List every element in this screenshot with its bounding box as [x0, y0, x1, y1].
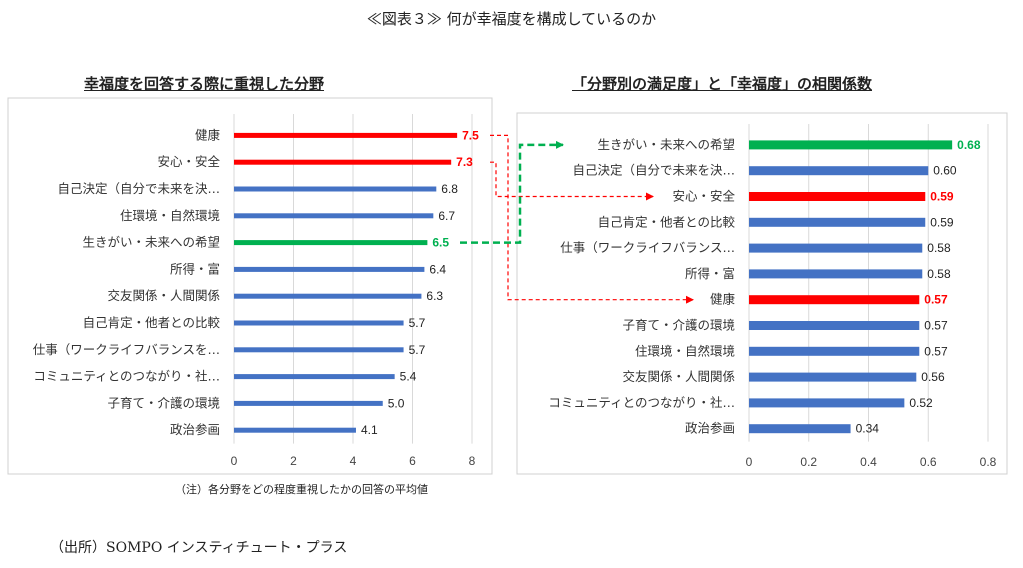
left-category-label: 安心・安全 [157, 154, 220, 169]
right-category-label: 住環境・自然環境 [635, 343, 735, 358]
right-bar [749, 269, 923, 279]
left-bar [234, 320, 404, 326]
left-data-label: 7.5 [462, 128, 479, 142]
right-data-label: 0.56 [921, 370, 945, 384]
right-chart-frame [516, 112, 1008, 475]
left-chart-frame [7, 97, 493, 475]
left-category-label: コミュニティとのつながり・社… [33, 369, 220, 384]
right-bar [749, 346, 920, 356]
left-category-label: 健康 [195, 127, 221, 142]
left-category-label: 子育て・介護の環境 [107, 395, 220, 410]
right-x-tick-label: 0 [746, 455, 753, 469]
right-category-label: 政治参画 [685, 421, 735, 436]
chart-note: （注）各分野をどの程度重視したかの回答の平均値 [175, 483, 428, 496]
right-bar [749, 295, 920, 305]
safety-connector-arrow [490, 161, 654, 201]
left-x-tick-label: 8 [469, 454, 476, 468]
right-data-label: 0.34 [856, 422, 880, 436]
left-data-label: 5.7 [409, 316, 426, 330]
left-chart: 0 2 4 6 8 健康 7.5 安心・安全 7.3 自己決定（自分で未来を決… 6.8 住環境・自然… [33, 114, 479, 468]
left-bar [234, 186, 437, 192]
right-category-label: 自己肯定・他者との比較 [598, 214, 736, 229]
connector-arrows [460, 134, 694, 304]
left-bar [234, 132, 458, 138]
right-data-label: 0.57 [924, 293, 948, 307]
left-category-label: 仕事（ワークライフバランスを… [33, 342, 220, 357]
left-bar [234, 266, 425, 272]
left-x-tick-label: 6 [409, 454, 416, 468]
right-x-tick-label: 0.6 [920, 455, 937, 469]
left-x-tick-label: 0 [231, 454, 238, 468]
right-category-label: 生きがい・未来への希望 [597, 137, 735, 152]
right-data-label: 0.57 [924, 344, 948, 358]
right-x-tick-label: 0.4 [860, 455, 877, 469]
right-bar [749, 398, 905, 408]
right-chart: 0 0.2 0.4 0.6 0.8 生きがい・未来への希望 0.68 自己決定（自分で未来を決… [548, 124, 997, 469]
left-category-label: 交友関係・人間関係 [107, 288, 220, 303]
right-category-label: 所得・富 [685, 266, 735, 281]
right-bar [749, 166, 929, 176]
right-data-label: 0.58 [927, 241, 951, 255]
left-data-label: 6.4 [429, 262, 446, 276]
left-bar [234, 347, 404, 353]
left-data-label: 6.5 [432, 236, 449, 250]
right-bar [749, 321, 920, 330]
right-data-label: 0.59 [930, 215, 954, 229]
right-bar [749, 192, 926, 201]
left-category-label: 住環境・自然環境 [120, 208, 220, 223]
left-category-label: 自己決定（自分で未来を決… [57, 181, 220, 196]
right-x-tick-label: 0.8 [980, 455, 997, 469]
source-credit: （出所）SOMPO インスティチュート・プラス [50, 540, 348, 556]
right-data-label: 0.58 [927, 267, 951, 281]
right-data-label: 0.60 [933, 164, 957, 178]
left-data-label: 7.3 [456, 155, 473, 169]
left-category-label: 生きがい・未来への希望 [82, 235, 220, 250]
right-data-label: 0.57 [924, 319, 948, 333]
left-category-label: 政治参画 [170, 422, 220, 437]
left-bar [234, 159, 452, 165]
hope-connector-arrow [460, 140, 564, 244]
right-category-label: 仕事（ワークライフバランス… [560, 240, 735, 255]
left-bar [234, 427, 356, 433]
figure-title: ≪図表３≫ 何が幸福度を構成しているのか [366, 10, 657, 28]
left-data-label: 5.0 [388, 396, 405, 410]
left-x-tick-label: 2 [290, 454, 297, 468]
right-bar [749, 372, 917, 382]
left-data-label: 6.3 [426, 289, 443, 303]
right-category-label: 交友関係・人間関係 [622, 369, 735, 384]
right-x-tick-label: 0.2 [800, 455, 817, 469]
left-data-label: 4.1 [361, 423, 378, 437]
right-category-label: 安心・安全 [672, 189, 735, 204]
right-category-label: 子育て・介護の環境 [622, 318, 735, 333]
left-x-tick-label: 4 [350, 454, 357, 468]
left-chart-title: 幸福度を回答する際に重視した分野 [84, 75, 325, 93]
left-category-label: 自己肯定・他者との比較 [83, 315, 221, 330]
left-data-label: 5.7 [409, 343, 426, 357]
left-bar [234, 240, 428, 246]
right-data-label: 0.68 [957, 138, 981, 152]
right-bar [749, 140, 953, 150]
right-category-label: 自己決定（自分で未来を決… [572, 163, 735, 178]
left-data-label: 6.7 [438, 209, 455, 223]
right-data-label: 0.52 [909, 396, 933, 410]
right-bar [749, 217, 926, 227]
left-data-label: 5.4 [400, 370, 417, 384]
left-category-label: 所得・富 [170, 261, 220, 276]
right-bar [749, 243, 923, 253]
right-chart-title: 「分野別の満足度」と「幸福度」の相関係数 [572, 75, 873, 93]
left-bar [234, 374, 395, 380]
right-bar [749, 424, 851, 434]
left-bar [234, 213, 434, 219]
left-bar [234, 293, 422, 299]
right-category-label: 健康 [710, 292, 736, 307]
right-category-label: コミュニティとのつながり・社… [548, 395, 735, 410]
left-bar [234, 400, 383, 406]
right-data-label: 0.59 [930, 190, 954, 204]
left-data-label: 6.8 [441, 182, 458, 196]
health-connector-arrow [490, 134, 694, 304]
